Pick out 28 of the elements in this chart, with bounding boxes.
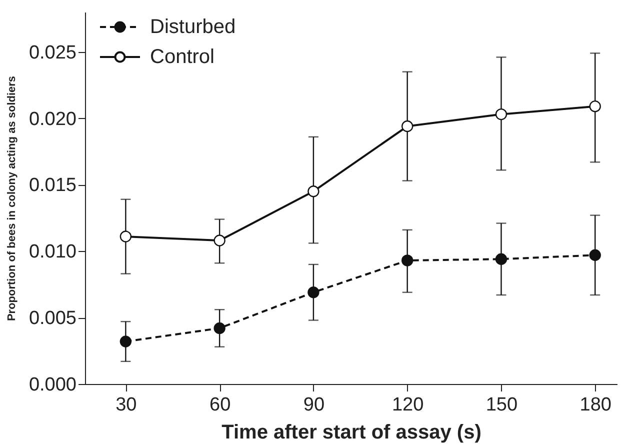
x-tick-label: 90 xyxy=(303,394,325,416)
x-tick-label: 60 xyxy=(209,394,231,416)
point xyxy=(214,234,226,246)
x-tick-label: 180 xyxy=(580,394,612,416)
y-tick-label: 0.025 xyxy=(28,42,76,64)
x-axis-title: Time after start of assay (s) xyxy=(222,422,482,444)
legend-label: Disturbed xyxy=(150,16,236,38)
point xyxy=(589,249,601,261)
point xyxy=(120,230,132,242)
legend-label: Control xyxy=(150,46,214,68)
point xyxy=(495,253,508,265)
y-tick-label: 0.005 xyxy=(28,308,76,330)
y-tick-label: 0.000 xyxy=(28,374,76,396)
point xyxy=(589,100,601,112)
point xyxy=(401,120,414,132)
x-tick-label: 30 xyxy=(116,394,137,416)
y-tick-label: 0.020 xyxy=(28,108,76,130)
point xyxy=(308,286,320,298)
y-axis-title: Proportion of bees in colony acting as soldiers xyxy=(6,76,18,322)
point xyxy=(495,108,508,120)
point xyxy=(308,186,320,198)
point xyxy=(401,254,414,266)
x-tick-label: 150 xyxy=(486,394,518,416)
x-tick-label: 120 xyxy=(392,394,424,416)
point xyxy=(214,322,226,334)
y-tick-label: 0.015 xyxy=(28,175,76,196)
point xyxy=(120,336,132,348)
y-tick-label: 0.010 xyxy=(28,242,76,263)
